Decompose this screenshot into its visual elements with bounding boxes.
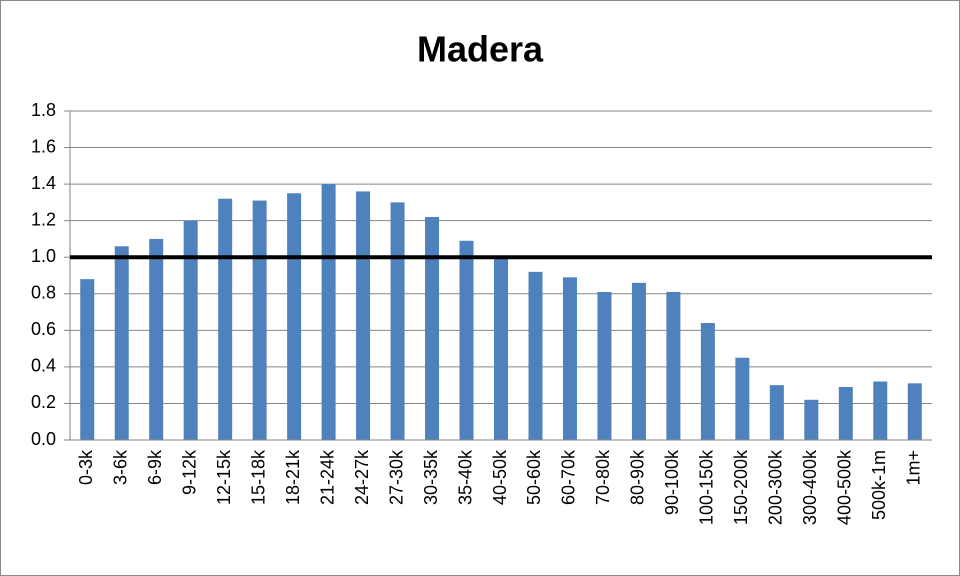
bar: [80, 279, 95, 440]
bar: [390, 202, 405, 440]
x-tick-label: 50-60k: [524, 449, 544, 505]
x-tick-label: 15-18k: [248, 449, 268, 505]
bar: [804, 399, 819, 440]
bar: [183, 220, 198, 440]
bar: [873, 381, 888, 440]
x-tick-label: 24-27k: [352, 449, 372, 505]
x-tick-label: 12-15k: [214, 449, 234, 505]
x-tick-label: 300-400k: [800, 449, 820, 525]
y-tick-label: 1.2: [31, 209, 56, 229]
bar: [528, 271, 543, 440]
y-tick-label: 0.6: [31, 319, 56, 339]
bar: [494, 257, 508, 440]
bar: [459, 240, 474, 440]
bar: [838, 386, 853, 440]
x-tick-label: 40-50k: [490, 449, 510, 505]
x-tick-label: 21-24k: [317, 449, 337, 505]
chart-title: Madera: [417, 29, 544, 70]
x-tick-label: 150-200k: [731, 449, 751, 525]
bar: [321, 184, 336, 440]
y-tick-label: 1.4: [31, 173, 56, 193]
bar: [149, 238, 164, 440]
bar: [769, 385, 784, 440]
y-tick-label: 1.8: [31, 100, 56, 120]
bar: [735, 357, 750, 440]
y-tick-label: 0.4: [31, 356, 56, 376]
bar: [907, 383, 922, 440]
bar: [631, 282, 646, 440]
y-tick-label: 1.6: [31, 136, 56, 156]
x-tick-label: 35-40k: [455, 449, 475, 505]
x-tick-label: 9-12k: [179, 449, 199, 495]
x-tick-label: 3-6k: [110, 449, 130, 485]
bar: [114, 246, 129, 440]
x-tick-label: 1m+: [904, 450, 924, 486]
x-tick-label: 30-35k: [421, 449, 441, 505]
y-tick-label: 0.0: [31, 429, 56, 449]
x-tick-label: 500k-1m: [869, 450, 889, 520]
x-tick-label: 18-21k: [283, 449, 303, 505]
bar: [218, 198, 233, 440]
x-tick-label: 100-150k: [697, 449, 717, 525]
bar: [666, 291, 681, 440]
bar: [425, 217, 440, 440]
x-tick-label: 60-70k: [559, 449, 579, 505]
y-tick-label: 1.0: [31, 246, 56, 266]
bar: [700, 323, 715, 440]
y-tick-label: 0.2: [31, 392, 56, 412]
x-tick-label: 80-90k: [628, 449, 648, 505]
x-tick-label: 27-30k: [386, 449, 406, 505]
y-tick-label: 0.8: [31, 283, 56, 303]
bar: [562, 277, 577, 440]
x-tick-label: 200-300k: [766, 449, 786, 525]
bar: [287, 193, 302, 440]
bar: [252, 200, 267, 440]
bar: [597, 291, 612, 440]
x-tick-label: 6-9k: [145, 449, 165, 485]
x-tick-label: 70-80k: [593, 449, 613, 505]
bar: [356, 191, 371, 440]
x-tick-label: 400-500k: [835, 449, 855, 525]
x-tick-label: 0-3k: [76, 449, 96, 485]
x-tick-label: 90-100k: [662, 449, 682, 515]
